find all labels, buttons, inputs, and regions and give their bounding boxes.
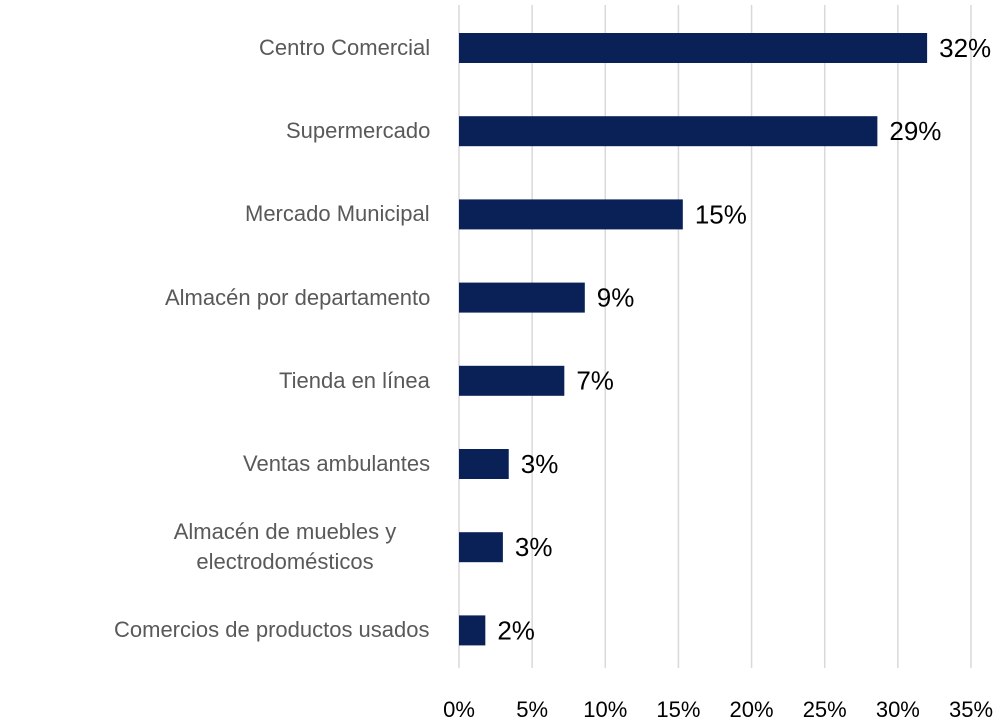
x-tick-label: 15% [656, 697, 700, 722]
y-tick-label: Ventas ambulantes [243, 451, 431, 476]
x-tick-label: 20% [730, 697, 774, 722]
y-tick-label: Mercado Municipal [245, 201, 430, 227]
y-tick-label: Comercios de productos usados [114, 617, 430, 643]
y-tick-label: Supermercado [286, 118, 431, 144]
x-tick-label: 5% [516, 697, 548, 722]
value-label: 3% [515, 532, 553, 562]
y-tick-label: Centro Comercial [259, 35, 431, 60]
x-tick-label: 35% [949, 697, 993, 722]
bar [459, 615, 486, 646]
bar [459, 282, 585, 313]
value-label: 7% [576, 366, 614, 396]
bar [459, 116, 878, 147]
x-tick-label: 0% [443, 697, 475, 722]
x-tick-label: 10% [583, 697, 627, 722]
bar [459, 33, 928, 63]
y-tick-label: Almacén de muebles y electrodomésticos [173, 519, 397, 575]
x-tick-label: 30% [876, 697, 920, 722]
value-label: 2% [497, 615, 535, 645]
value-label: 32% [939, 33, 991, 63]
value-label: 9% [597, 282, 635, 312]
bar [459, 365, 565, 396]
y-tick-label: Tienda en línea [279, 367, 430, 393]
value-label: 15% [695, 199, 747, 229]
bar [459, 199, 683, 230]
value-label: 3% [521, 449, 559, 479]
value-label: 29% [889, 116, 941, 146]
y-tick-label: Almacén por departamento [165, 284, 431, 310]
bar [459, 532, 503, 563]
x-tick-label: 25% [803, 697, 847, 722]
bar [459, 449, 509, 479]
